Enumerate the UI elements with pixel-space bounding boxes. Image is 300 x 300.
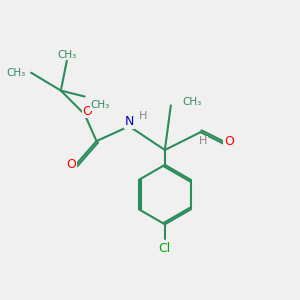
Text: O: O xyxy=(66,158,76,171)
Text: CH₃: CH₃ xyxy=(57,50,76,60)
Text: N: N xyxy=(124,115,134,128)
Text: CH₃: CH₃ xyxy=(91,100,110,110)
Text: CH₃: CH₃ xyxy=(6,68,25,78)
Text: CH₃: CH₃ xyxy=(183,98,202,107)
Text: H: H xyxy=(138,111,147,121)
Text: O: O xyxy=(224,135,234,148)
Text: Cl: Cl xyxy=(159,242,171,255)
Text: O: O xyxy=(83,105,92,118)
Text: H: H xyxy=(199,136,208,146)
